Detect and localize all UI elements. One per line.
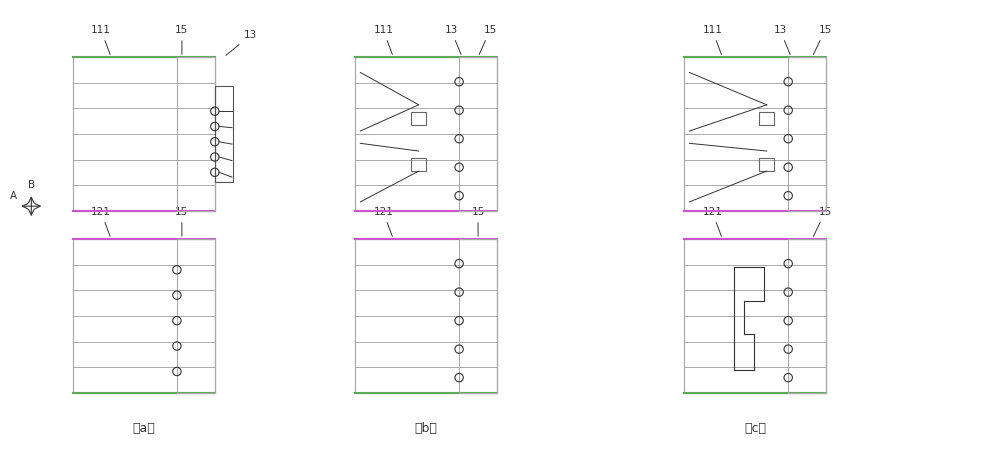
Text: 13: 13 <box>445 25 461 55</box>
Text: 15: 15 <box>813 207 832 236</box>
Bar <box>759 158 774 171</box>
Text: 121: 121 <box>702 207 722 236</box>
Bar <box>788 239 826 393</box>
Text: 15: 15 <box>471 207 485 236</box>
Bar <box>355 239 497 393</box>
Text: 111: 111 <box>702 25 722 55</box>
Text: （b）: （b） <box>415 422 438 435</box>
Bar <box>177 57 215 211</box>
Text: B: B <box>28 180 35 190</box>
Text: A: A <box>10 191 17 201</box>
Bar <box>759 112 774 125</box>
Bar <box>684 239 826 393</box>
Bar <box>411 158 426 171</box>
Bar <box>73 57 215 211</box>
Text: 15: 15 <box>479 25 497 55</box>
Text: 13: 13 <box>774 25 790 55</box>
Text: （c）: （c） <box>744 422 766 435</box>
Text: 121: 121 <box>373 207 393 236</box>
Text: （a）: （a） <box>133 422 155 435</box>
Text: 111: 111 <box>373 25 393 55</box>
Text: 121: 121 <box>91 207 111 236</box>
Bar <box>73 239 215 393</box>
Bar <box>177 239 215 393</box>
Bar <box>215 86 233 182</box>
Text: 15: 15 <box>175 25 189 54</box>
Bar <box>684 57 826 211</box>
Bar <box>459 57 497 211</box>
Text: 15: 15 <box>175 207 189 236</box>
Text: 13: 13 <box>226 30 257 55</box>
Text: 111: 111 <box>91 25 111 55</box>
Bar <box>788 57 826 211</box>
Bar <box>355 57 497 211</box>
Bar <box>411 112 426 125</box>
Text: 15: 15 <box>813 25 832 55</box>
Bar <box>459 239 497 393</box>
